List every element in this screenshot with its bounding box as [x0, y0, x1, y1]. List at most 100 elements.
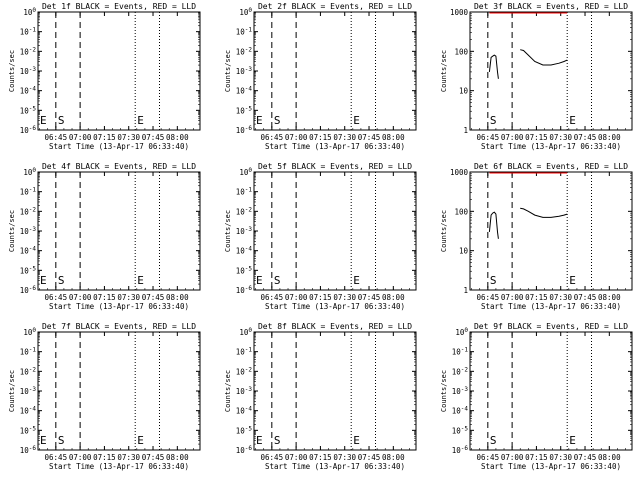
y-tick-label: 10-5: [236, 265, 253, 275]
plot-frame: [253, 331, 417, 451]
y-tick-label: 10-5: [236, 425, 253, 435]
panel-title: Det 1f BLACK = Events, RED = LLD: [42, 2, 196, 11]
plot-frame: [469, 171, 633, 291]
plot-frame: [469, 11, 633, 131]
panel-title: Det 8f BLACK = Events, RED = LLD: [258, 322, 412, 331]
x-tick-label: 08:00: [382, 133, 405, 142]
marker-s: S: [274, 274, 281, 287]
y-tick-label: 10-2: [236, 366, 253, 376]
x-tick-label: 06:45: [477, 133, 500, 142]
detector-panel-3: Det 3f BLACK = Events, RED = LLD 1 10 100 10…: [440, 2, 633, 151]
x-tick-label: 07:00: [285, 453, 308, 462]
panel-title: Det 5f BLACK = Events, RED = LLD: [258, 162, 412, 171]
marker-e: E: [256, 114, 263, 127]
panel-title: Det 3f BLACK = Events, RED = LLD: [474, 2, 628, 11]
x-tick-label: 06:45: [261, 453, 284, 462]
y-axis-label: Counts/sec: [8, 210, 16, 252]
x-tick-label: 07:00: [501, 453, 524, 462]
marker-s: S: [490, 114, 497, 127]
y-tick-label: 10-1: [236, 27, 253, 37]
x-tick-label: 07:00: [501, 133, 524, 142]
marker-e: E: [137, 114, 144, 127]
marker-s: S: [274, 434, 281, 447]
y-tick-label: 10: [459, 247, 469, 256]
x-tick-label: 07:45: [358, 133, 381, 142]
detector-panel-8: Det 8f BLACK = Events, RED = LLD 10-6 10-5…: [224, 322, 417, 471]
x-axis-label: Start Time (13-Apr-17 06:33:40): [481, 302, 621, 311]
y-tick-label: 10-3: [20, 386, 37, 396]
x-tick-label: 07:00: [69, 293, 92, 302]
y-axis-label: Counts/sec: [440, 210, 448, 252]
x-tick-label: 07:30: [117, 293, 140, 302]
x-tick-label: 08:00: [598, 453, 621, 462]
y-axis-label: Counts/sec: [440, 370, 448, 412]
marker-e: E: [569, 434, 576, 447]
y-tick-label: 10-1: [236, 187, 253, 197]
marker-e: E: [569, 274, 576, 287]
y-tick-label: 10-4: [236, 406, 253, 416]
x-tick-label: 08:00: [598, 133, 621, 142]
x-tick-label: 06:45: [45, 293, 68, 302]
detector-panel-6: Det 6f BLACK = Events, RED = LLD 1 10 100 10…: [440, 162, 633, 311]
y-tick-label: 10-4: [236, 246, 253, 256]
x-tick-label: 07:30: [117, 453, 140, 462]
x-tick-label: 07:45: [574, 293, 597, 302]
marker-s: S: [274, 114, 281, 127]
panel-title: Det 6f BLACK = Events, RED = LLD: [474, 162, 628, 171]
y-axis-label: Counts/sec: [8, 50, 16, 92]
panel-title: Det 2f BLACK = Events, RED = LLD: [258, 2, 412, 11]
y-axis-label: Counts/sec: [224, 370, 232, 412]
y-tick-label: 100: [455, 327, 468, 337]
y-tick-label: 100: [23, 327, 36, 337]
y-tick-label: 10-3: [236, 66, 253, 76]
y-tick-label: 10-2: [20, 46, 37, 56]
y-tick-label: 10-5: [236, 105, 253, 115]
x-tick-label: 07:30: [333, 293, 356, 302]
y-tick-label: 10-3: [20, 226, 37, 236]
y-tick-label: 10-3: [236, 386, 253, 396]
marker-e: E: [40, 274, 47, 287]
y-tick-label: 100: [23, 7, 36, 17]
y-axis-label: Counts/sec: [440, 50, 448, 92]
detector-panel-1: Det 1f BLACK = Events, RED = LLD 10-6 10-5…: [8, 2, 201, 151]
detector-panel-2: Det 2f BLACK = Events, RED = LLD 10-6 10-5…: [224, 2, 417, 151]
x-tick-label: 07:45: [142, 133, 165, 142]
y-tick-label: 10-6: [452, 445, 469, 455]
marker-e: E: [256, 434, 263, 447]
y-tick-label: 10-1: [236, 347, 253, 357]
y-tick-label: 1000: [450, 168, 469, 177]
x-tick-label: 07:15: [525, 453, 548, 462]
x-tick-label: 08:00: [166, 133, 189, 142]
events-series-segment: [520, 207, 568, 218]
marker-e: E: [569, 114, 576, 127]
y-tick-label: 10-6: [236, 445, 253, 455]
y-tick-label: 10: [459, 87, 469, 96]
y-tick-label: 1: [463, 286, 468, 295]
marker-s: S: [490, 274, 497, 287]
x-tick-label: 07:30: [549, 453, 572, 462]
x-tick-label: 08:00: [382, 453, 405, 462]
x-tick-label: 07:30: [549, 293, 572, 302]
x-tick-label: 07:00: [285, 293, 308, 302]
y-tick-label: 10-3: [236, 226, 253, 236]
x-axis-label: Start Time (13-Apr-17 06:33:40): [49, 462, 189, 471]
plot-frame: [37, 331, 201, 451]
x-axis-label: Start Time (13-Apr-17 06:33:40): [265, 462, 405, 471]
x-tick-label: 06:45: [477, 453, 500, 462]
y-tick-label: 10-2: [20, 366, 37, 376]
x-tick-label: 07:30: [117, 133, 140, 142]
y-tick-label: 100: [239, 327, 252, 337]
detector-panel-9: Det 9f BLACK = Events, RED = LLD 10-6 10-5…: [440, 322, 633, 471]
x-tick-label: 08:00: [598, 293, 621, 302]
x-tick-label: 07:15: [525, 293, 548, 302]
events-series-segment: [520, 49, 568, 66]
events-series-segment: [488, 54, 499, 79]
x-axis-label: Start Time (13-Apr-17 06:33:40): [481, 462, 621, 471]
y-tick-label: 10-4: [20, 406, 37, 416]
x-tick-label: 06:45: [45, 133, 68, 142]
marker-e: E: [137, 434, 144, 447]
y-tick-label: 100: [454, 207, 468, 216]
marker-s: S: [490, 434, 497, 447]
y-tick-label: 100: [239, 167, 252, 177]
